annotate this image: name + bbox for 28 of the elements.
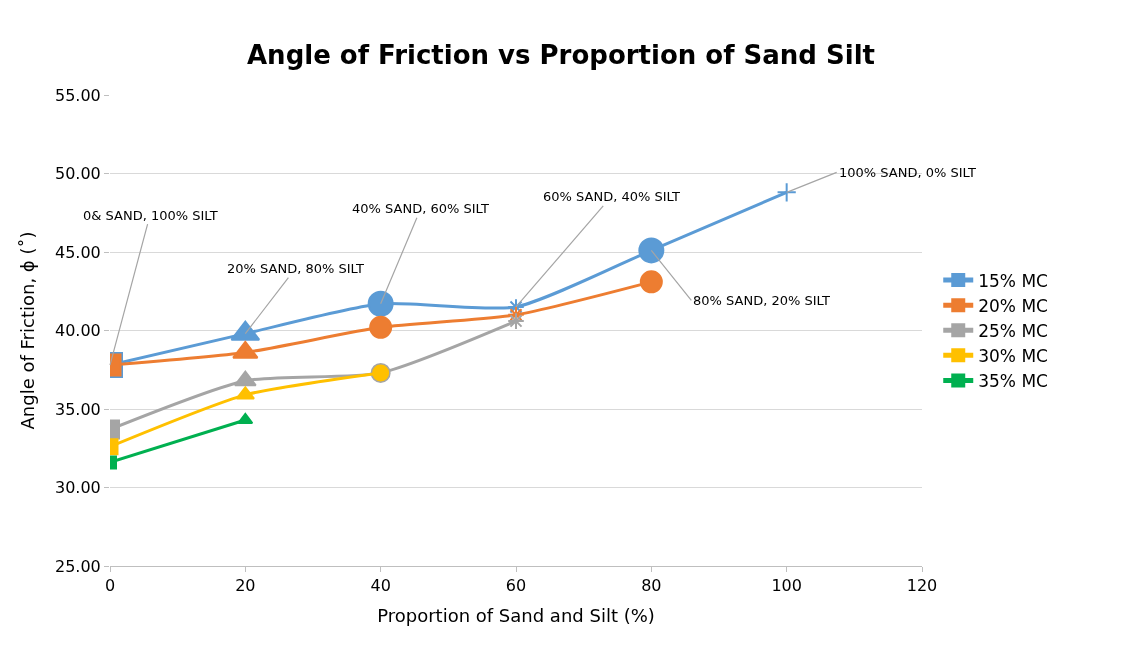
y-tick-label: 35.00 [54,399,101,419]
x-tick-label: 80 [641,576,662,596]
annotation: 40% SAND, 60% SILT [352,201,489,216]
annotation: 20% SAND, 80% SILT [227,261,364,276]
y-tick-label: 30.00 [54,478,101,498]
y-axis-title: Angle of Friction, ϕ (˚) [17,231,39,430]
annotation: 80% SAND, 20% SILT [693,293,830,308]
legend-label: 15% MC [978,270,1048,291]
y-tick-label: 45.00 [54,242,101,262]
y-tick-label: 55.00 [54,85,101,105]
annotation: 100% SAND, 0% SILT [839,165,976,180]
chart-title: Angle of Friction vs Proportion of Sand Silt [247,40,875,71]
annotation: 60% SAND, 40% SILT [543,189,680,204]
x-tick-label: 0 [104,576,116,596]
x-tick-label: 100 [771,576,802,596]
y-tick-label: 50.00 [54,164,101,184]
legend-label: 30% MC [978,345,1048,366]
x-tick-label: 20 [235,576,256,596]
legend-label: 25% MC [978,320,1048,341]
legend-label: 35% MC [978,371,1048,392]
y-tick-label: 25.00 [54,556,101,576]
x-tick-label: 60 [505,576,527,596]
x-tick-label: 120 [906,576,938,596]
y-tick-label: 40.00 [54,321,101,341]
annotation: 0& SAND, 100% SILT [83,208,218,223]
legend-label: 20% MC [978,295,1048,316]
x-axis-title: Proportion of Sand and Silt (%) [377,605,655,627]
x-tick-label: 40 [370,576,391,596]
